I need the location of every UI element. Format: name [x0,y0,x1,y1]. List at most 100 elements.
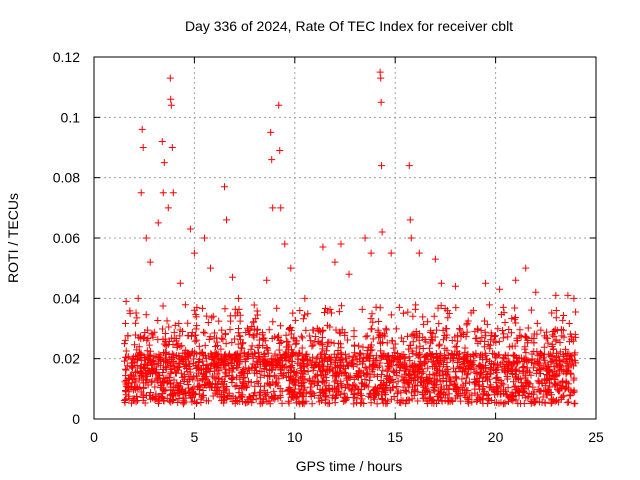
data-point [454,355,462,363]
data-point [473,397,481,405]
data-point [170,376,178,384]
data-point [196,382,204,390]
data-point [435,320,443,328]
data-point [423,376,431,384]
data-point [556,338,564,346]
data-point [251,363,259,371]
data-point [544,361,552,369]
data-point [541,350,549,358]
data-point [121,365,129,373]
data-point [470,357,478,365]
data-point [263,276,271,284]
data-point [504,333,512,341]
data-point [293,337,301,345]
data-point [508,314,516,322]
data-point [122,347,130,355]
x-tick-label: 5 [191,429,199,445]
data-point [250,318,258,326]
data-point [143,347,151,355]
data-point [309,326,317,334]
data-point [532,288,540,296]
data-point [358,305,366,313]
data-point [361,364,369,372]
data-point [227,354,235,362]
data-point [207,350,215,358]
data-point [442,325,450,333]
data-point [377,382,385,390]
data-point [289,349,297,357]
data-point [442,334,450,342]
data-point [495,399,503,407]
data-point [482,332,490,340]
y-tick-label: 0.04 [53,290,80,306]
data-point [533,394,541,402]
data-point [543,388,551,396]
data-point [300,368,308,376]
data-point [189,375,197,383]
data-point [351,349,359,357]
x-axis-label: GPS time / hours [296,458,403,474]
data-point [332,354,340,362]
data-point [284,397,292,405]
data-point [169,189,177,197]
data-point [266,382,274,390]
data-point [389,375,397,383]
data-point [437,394,445,402]
data-point [297,364,305,372]
data-point [431,255,439,263]
data-point [163,317,171,325]
data-point [331,378,339,386]
data-point [213,360,221,368]
data-point [451,379,459,387]
data-point [237,369,245,377]
data-point [211,355,219,363]
data-point [461,344,469,352]
data-point [219,396,227,404]
data-point [510,378,518,386]
data-point [189,388,197,396]
data-point [411,387,419,395]
data-point [314,378,322,386]
data-point [276,366,284,374]
data-point [526,368,534,376]
data-point [540,363,548,371]
data-point [220,382,228,390]
data-point [287,326,295,334]
data-point [186,225,194,233]
data-point [427,327,435,335]
data-point [414,397,422,405]
data-point [197,395,205,403]
data-point [299,390,307,398]
data-point [133,314,141,322]
data-point [178,327,186,335]
data-point [504,384,512,392]
data-point [458,329,466,337]
data-point [134,355,142,363]
data-point [212,375,220,383]
data-point [250,389,258,397]
data-point [184,331,192,339]
data-point [122,297,130,305]
data-point [318,366,326,374]
data-point [138,125,146,133]
data-point [127,359,135,367]
data-point [393,397,401,405]
data-point [161,348,169,356]
data-point [525,390,533,397]
data-point [209,392,217,400]
data-point [456,325,464,333]
data-point [265,380,273,388]
data-point [511,314,519,322]
data-point [199,361,207,369]
data-point [220,384,228,392]
data-point [257,388,265,396]
data-point [422,338,430,346]
data-point [156,393,164,401]
data-point [193,363,201,371]
data-point [269,318,277,326]
data-point [451,343,459,351]
data-point [491,354,499,362]
data-point [332,357,340,365]
data-point [348,387,356,395]
data-point [202,382,210,390]
